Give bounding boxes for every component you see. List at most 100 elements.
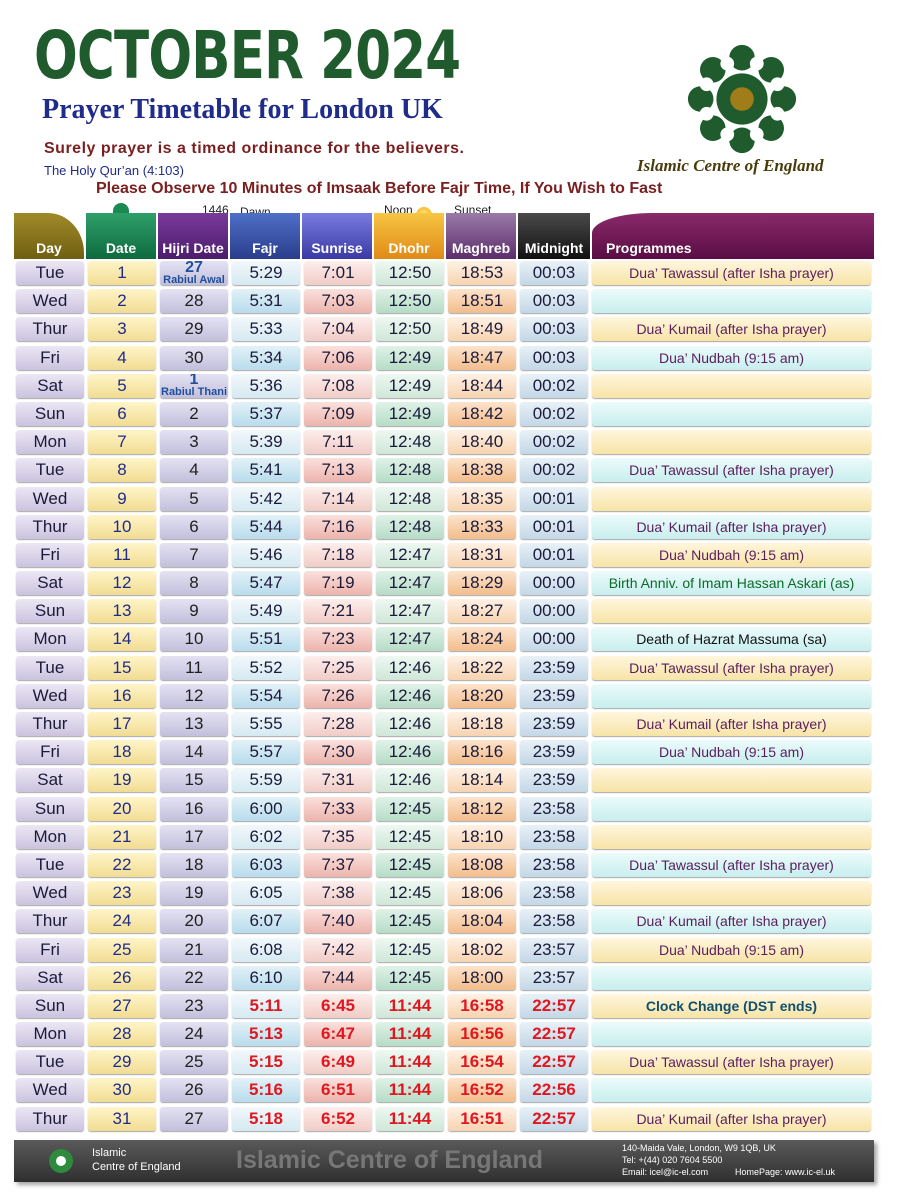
day-cell: Fri [16, 740, 84, 765]
sunrise-cell: 7:25 [304, 655, 372, 680]
date-cell: 28 [88, 1022, 156, 1047]
maghreb-cell: 18:27 [448, 599, 516, 624]
sunrise-cell: 6:52 [304, 1106, 372, 1131]
programme-cell [592, 430, 871, 455]
fajr-cell: 5:42 [232, 486, 300, 511]
hijri-cell: 7 [160, 542, 228, 567]
day-cell: Fri [16, 937, 84, 962]
hijri-cell: 27 [160, 1106, 228, 1131]
hijri-cell: 25 [160, 1050, 228, 1075]
dhohr-cell: 12:48 [376, 486, 444, 511]
day-cell: Fri [16, 345, 84, 370]
hijri-cell: 11 [160, 655, 228, 680]
hijri-day: 27 [185, 261, 203, 276]
midnight-cell: 22:56 [520, 1078, 588, 1103]
date-cell: 7 [88, 430, 156, 455]
midnight-cell: 22:57 [520, 1050, 588, 1075]
sunrise-cell: 6:49 [304, 1050, 372, 1075]
fajr-cell: 5:46 [232, 542, 300, 567]
programme-cell [592, 965, 871, 990]
maghreb-cell: 16:56 [448, 1022, 516, 1047]
table-row: Tue 1 27 Rabiul Awal 5:29 7:01 12:50 18:53 00:03… [14, 259, 874, 287]
footer-org-name: Islamic Centre of England [92, 1146, 181, 1174]
programme-cell [592, 768, 871, 793]
table-row: Tue 8 4 5:41 7:13 12:48 18:38 00:02 Dua’ Tawassu… [14, 456, 874, 484]
table-row: Wed 2 28 5:31 7:03 12:50 18:51 00:03 [14, 287, 874, 315]
hijri-day: 1 [189, 373, 199, 389]
maghreb-cell: 18:14 [448, 768, 516, 793]
fajr-cell: 5:49 [232, 599, 300, 624]
midnight-cell: 00:02 [520, 401, 588, 426]
day-cell: Tue [16, 852, 84, 877]
table-row: Wed 9 5 5:42 7:14 12:48 18:35 00:01 [14, 485, 874, 513]
midnight-cell: 00:01 [520, 486, 588, 511]
programme-cell: Dua’ Tawassul (after Isha prayer) [592, 655, 871, 680]
column-header-maghreb: Maghreb [446, 213, 516, 259]
table-row: Tue 29 25 5:15 6:49 11:44 16:54 22:57 Dua’ Tawas… [14, 1048, 874, 1076]
midnight-cell: 00:02 [520, 458, 588, 483]
sunrise-cell: 7:35 [304, 824, 372, 849]
sunrise-cell: 7:19 [304, 571, 372, 596]
programme-cell [592, 486, 871, 511]
table-row: Fri 4 30 5:34 7:06 12:49 18:47 00:03 Dua’ Nudbah… [14, 344, 874, 372]
date-cell: 25 [88, 937, 156, 962]
midnight-cell: 00:03 [520, 317, 588, 342]
programme-cell [592, 401, 871, 426]
hijri-cell: 24 [160, 1022, 228, 1047]
date-cell: 17 [88, 712, 156, 736]
table-row: Thur 31 27 5:18 6:52 11:44 16:51 22:57 Dua’ Kuma… [14, 1105, 874, 1133]
fajr-cell: 5:34 [232, 345, 300, 370]
midnight-cell: 00:02 [520, 430, 588, 455]
sunrise-cell: 7:23 [304, 627, 372, 652]
maghreb-cell: 16:52 [448, 1078, 516, 1103]
sunrise-cell: 7:13 [304, 458, 372, 483]
programme-cell: Dua’ Nudbah (9:15 am) [592, 937, 871, 962]
sunrise-cell: 7:09 [304, 401, 372, 426]
dhohr-cell: 12:50 [376, 317, 444, 342]
midnight-cell: 23:58 [520, 824, 588, 849]
day-cell: Thur [16, 909, 84, 934]
sunrise-cell: 7:14 [304, 486, 372, 511]
sunrise-cell: 7:03 [304, 289, 372, 314]
maghreb-cell: 18:51 [448, 289, 516, 314]
fajr-cell: 5:18 [232, 1106, 300, 1131]
day-cell: Thur [16, 712, 84, 736]
table-row: Wed 16 12 5:54 7:26 12:46 18:20 23:59 [14, 682, 874, 710]
midnight-cell: 00:01 [520, 542, 588, 567]
maghreb-cell: 18:04 [448, 909, 516, 934]
date-cell: 21 [88, 824, 156, 849]
midnight-cell: 22:57 [520, 1106, 588, 1131]
date-cell: 8 [88, 458, 156, 483]
sunrise-cell: 7:21 [304, 599, 372, 624]
day-cell: Sun [16, 599, 84, 624]
dhohr-cell: 12:45 [376, 796, 444, 821]
midnight-cell: 23:57 [520, 965, 588, 990]
dhohr-cell: 12:48 [376, 514, 444, 539]
midnight-cell: 23:59 [520, 683, 588, 708]
day-cell: Sun [16, 993, 84, 1018]
fajr-cell: 6:05 [232, 881, 300, 906]
column-header-hijri: Hijri Date [158, 213, 228, 259]
footer-address: 140-Maida Vale, London, W9 1QB, UK [622, 1143, 776, 1153]
dhohr-cell: 11:44 [376, 1078, 444, 1103]
day-cell: Mon [16, 1022, 84, 1047]
midnight-cell: 23:58 [520, 909, 588, 934]
table-header: 1446 Dawn Noon Sunset Day Date Hijri Dat… [14, 203, 874, 259]
sunrise-cell: 7:08 [304, 373, 372, 398]
date-cell: 3 [88, 317, 156, 342]
fajr-cell: 6:08 [232, 937, 300, 962]
fajr-cell: 5:55 [232, 712, 300, 736]
dhohr-cell: 12:49 [376, 373, 444, 398]
sunrise-cell: 7:30 [304, 740, 372, 765]
maghreb-cell: 18:47 [448, 345, 516, 370]
page-title: OCTOBER 2024 [34, 17, 461, 94]
hijri-cell: 16 [160, 796, 228, 821]
dhohr-cell: 12:45 [376, 909, 444, 934]
table-row: Sun 20 16 6:00 7:33 12:45 18:12 23:58 [14, 795, 874, 823]
date-cell: 14 [88, 627, 156, 652]
dhohr-cell: 11:44 [376, 1106, 444, 1131]
dhohr-cell: 12:46 [376, 655, 444, 680]
fajr-cell: 5:52 [232, 655, 300, 680]
fajr-cell: 5:33 [232, 317, 300, 342]
midnight-cell: 00:00 [520, 571, 588, 596]
